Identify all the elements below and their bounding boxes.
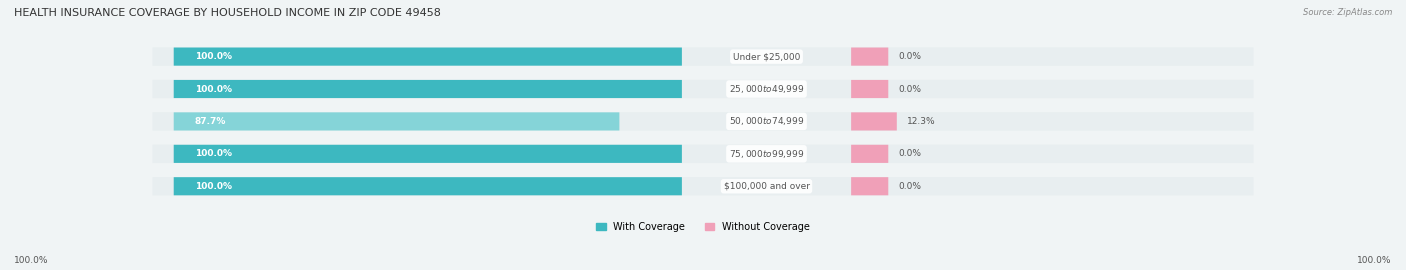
Text: 100.0%: 100.0% <box>195 149 232 158</box>
Text: 100.0%: 100.0% <box>195 85 232 93</box>
FancyBboxPatch shape <box>152 177 1254 195</box>
Text: $50,000 to $74,999: $50,000 to $74,999 <box>728 115 804 127</box>
Text: $100,000 and over: $100,000 and over <box>724 182 810 191</box>
Text: 100.0%: 100.0% <box>195 182 232 191</box>
FancyBboxPatch shape <box>152 145 1254 163</box>
Text: 100.0%: 100.0% <box>195 52 232 61</box>
FancyBboxPatch shape <box>851 112 897 130</box>
FancyBboxPatch shape <box>152 112 1254 131</box>
Text: 0.0%: 0.0% <box>898 52 922 61</box>
FancyBboxPatch shape <box>174 145 682 163</box>
FancyBboxPatch shape <box>851 145 889 163</box>
FancyBboxPatch shape <box>851 177 889 195</box>
Text: $75,000 to $99,999: $75,000 to $99,999 <box>728 148 804 160</box>
Text: HEALTH INSURANCE COVERAGE BY HOUSEHOLD INCOME IN ZIP CODE 49458: HEALTH INSURANCE COVERAGE BY HOUSEHOLD I… <box>14 8 441 18</box>
Text: 0.0%: 0.0% <box>898 149 922 158</box>
FancyBboxPatch shape <box>174 177 682 195</box>
Text: Source: ZipAtlas.com: Source: ZipAtlas.com <box>1302 8 1392 17</box>
FancyBboxPatch shape <box>152 47 1254 66</box>
Text: 100.0%: 100.0% <box>14 256 49 265</box>
Text: 0.0%: 0.0% <box>898 182 922 191</box>
Text: 87.7%: 87.7% <box>195 117 226 126</box>
Legend: With Coverage, Without Coverage: With Coverage, Without Coverage <box>592 218 814 236</box>
Text: 12.3%: 12.3% <box>907 117 936 126</box>
FancyBboxPatch shape <box>174 112 620 130</box>
FancyBboxPatch shape <box>152 80 1254 98</box>
FancyBboxPatch shape <box>851 48 889 66</box>
Text: Under $25,000: Under $25,000 <box>733 52 800 61</box>
Text: $25,000 to $49,999: $25,000 to $49,999 <box>728 83 804 95</box>
Text: 100.0%: 100.0% <box>1357 256 1392 265</box>
FancyBboxPatch shape <box>851 80 889 98</box>
Text: 0.0%: 0.0% <box>898 85 922 93</box>
FancyBboxPatch shape <box>174 48 682 66</box>
FancyBboxPatch shape <box>174 80 682 98</box>
